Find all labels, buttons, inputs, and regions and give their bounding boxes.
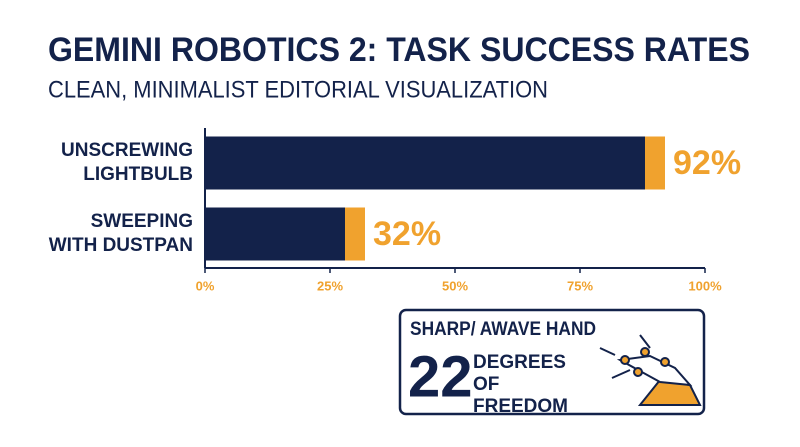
annotation-box bbox=[398, 308, 706, 416]
chart-subtitle: CLEAN, MINIMALIST EDITORIAL VISUALIZATIO… bbox=[48, 76, 548, 103]
x-tick-label: 50% bbox=[442, 278, 468, 293]
x-tick-label: 0% bbox=[196, 278, 215, 293]
category-label: SWEEPING WITH DUSTPAN bbox=[48, 211, 193, 256]
x-tick-label: 75% bbox=[567, 278, 593, 293]
annotation-text: DEGREES OF FREEDOM bbox=[473, 352, 568, 417]
x-tick-label: 100% bbox=[688, 278, 722, 293]
category-label: UNSCREWING LIGHTBULB bbox=[61, 140, 193, 185]
chart-title: GEMINI ROBOTICS 2: TASK SUCCESS RATES bbox=[48, 31, 750, 69]
annotation-heading: SHARP/ AWAVE HAND bbox=[410, 319, 596, 340]
value-label: 32% bbox=[373, 215, 441, 253]
hand-icon bbox=[599, 334, 702, 406]
bar bbox=[205, 136, 665, 190]
bar bbox=[205, 207, 365, 261]
x-tick-label: 25% bbox=[317, 278, 343, 293]
annotation-number: 22 bbox=[408, 344, 473, 409]
value-label: 92% bbox=[673, 144, 741, 182]
